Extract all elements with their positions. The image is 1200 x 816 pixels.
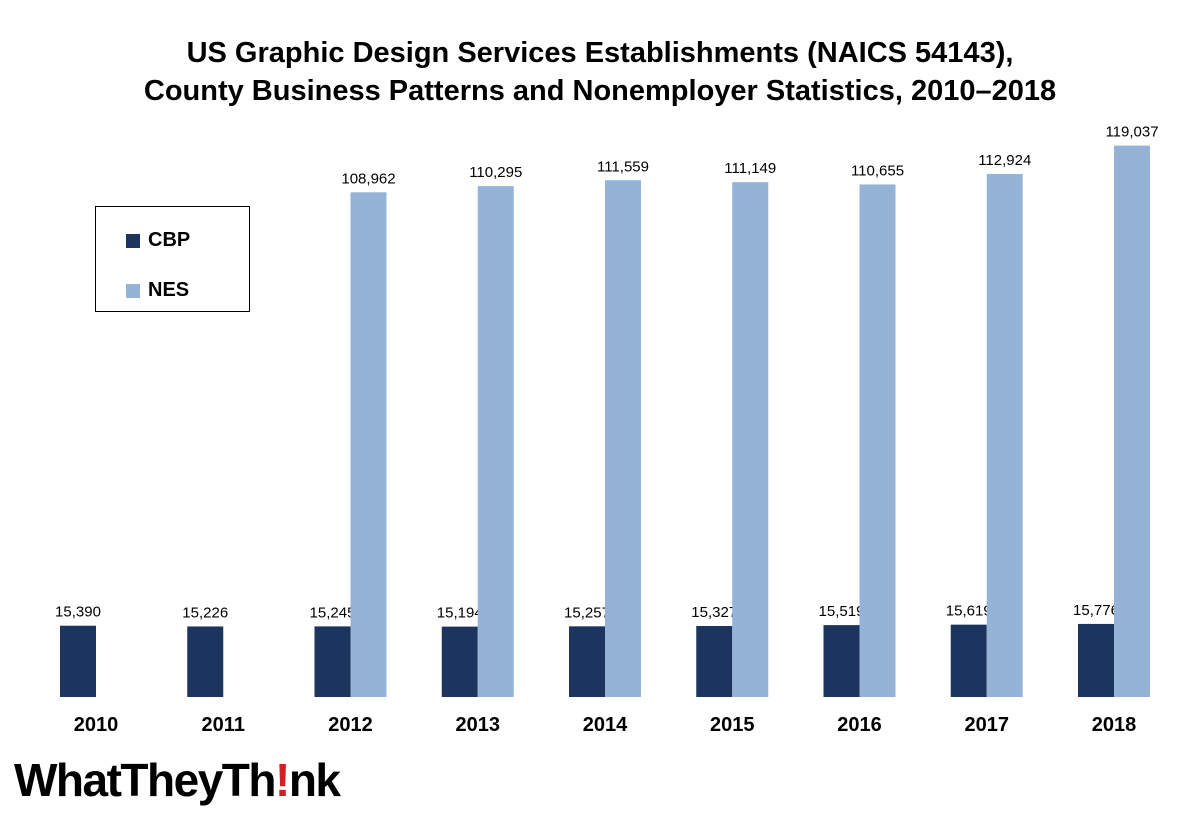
- bar-nes-2015: [732, 182, 769, 697]
- data-label-nes-2015: 111,149: [724, 160, 776, 177]
- logo-text-2: nk: [288, 754, 341, 806]
- bar-cbp-2010: [60, 625, 96, 697]
- data-label-nes-2014: 111,559: [597, 158, 649, 175]
- bar-cbp-2016: [823, 625, 860, 697]
- bar-nes-2012: [350, 192, 387, 697]
- bar-cbp-2017: [950, 624, 987, 697]
- data-label-nes-2016: 110,655: [851, 162, 904, 179]
- logo-text-1: WhatTheyTh: [14, 754, 276, 806]
- x-tick-label-2016: 2016: [837, 714, 882, 736]
- x-tick-label-2014: 2014: [583, 714, 628, 736]
- legend-swatch-cbp: [126, 233, 140, 248]
- bar-nes-2014: [605, 180, 641, 697]
- legend-label-nes: NES: [148, 279, 190, 301]
- bar-nes-2013: [477, 186, 514, 697]
- legend-item-cbp: CBP: [126, 229, 190, 252]
- data-label-cbp-2010: 15,390: [55, 604, 101, 621]
- chart-title: US Graphic Design Services Establishment…: [186, 37, 1014, 69]
- data-label-cbp-2011: 15,226: [182, 604, 228, 621]
- data-label-cbp-2018: 15,776: [1073, 602, 1119, 619]
- data-label-cbp-2014: 15,257: [564, 604, 610, 621]
- bar-nes-2017: [986, 173, 1023, 697]
- data-label-nes-2012: 108,962: [341, 170, 395, 187]
- data-label-cbp-2013: 15,194: [437, 605, 483, 622]
- x-tick-label-2015: 2015: [710, 714, 755, 736]
- bar-cbp-2013: [441, 626, 478, 697]
- chart-legend: CBP NES: [95, 206, 250, 312]
- data-label-cbp-2015: 15,327: [691, 604, 737, 621]
- chart-subtitle: County Business Patterns and Nonemployer…: [143, 75, 1057, 107]
- x-tick-label-2011: 2011: [202, 714, 245, 736]
- x-tick-label-2012: 2012: [328, 714, 373, 736]
- data-label-nes-2018: 119,037: [1105, 124, 1158, 141]
- data-label-cbp-2012: 15,245: [310, 604, 356, 621]
- x-tick-label-2013: 2013: [456, 714, 501, 736]
- data-label-nes-2017: 112,924: [978, 152, 1031, 169]
- data-label-cbp-2016: 15,519: [819, 603, 865, 620]
- x-tick-label-2010: 2010: [74, 714, 119, 736]
- whattheythink-logo: WhatTheyTh!nk: [14, 752, 341, 808]
- x-tick-label-2018: 2018: [1092, 714, 1137, 736]
- bar-cbp-2018: [1078, 623, 1114, 697]
- legend-swatch-nes: [126, 283, 140, 298]
- legend-label-cbp: CBP: [148, 229, 191, 251]
- bar-cbp-2011: [187, 626, 224, 697]
- bar-nes-2018: [1114, 145, 1150, 698]
- data-label-nes-2013: 110,295: [469, 164, 522, 181]
- x-tick-label-2017: 2017: [965, 714, 1010, 736]
- bar-cbp-2015: [696, 626, 733, 697]
- logo-exclamation: !: [274, 754, 290, 806]
- legend-item-nes: NES: [126, 279, 189, 302]
- bar-nes-2016: [859, 184, 896, 697]
- bar-cbp-2012: [314, 626, 351, 697]
- data-label-cbp-2017: 15,619: [946, 603, 992, 620]
- bar-cbp-2014: [569, 626, 605, 697]
